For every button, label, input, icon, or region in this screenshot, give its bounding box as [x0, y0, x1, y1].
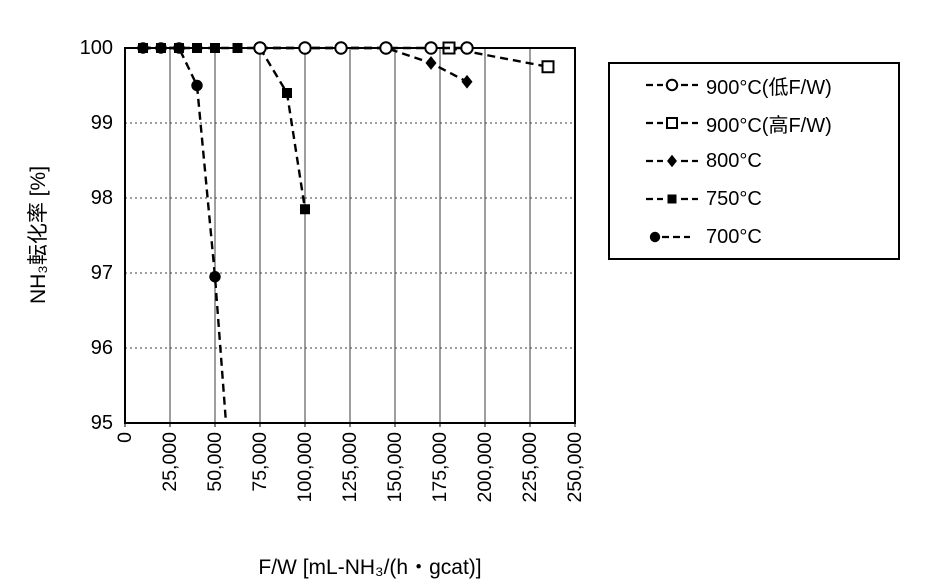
y-tick-labels: 95 96 97 98 99 100	[80, 37, 113, 434]
x-tick-label: 100,000	[294, 432, 316, 503]
legend-item-900c-low-fw: 900°C(低F/W)	[610, 66, 898, 104]
x-tick-label: 25,000	[159, 432, 181, 492]
series-marker-circle-open	[379, 41, 393, 55]
series-marker-square-filled	[667, 194, 677, 204]
x-tick-label: 175,000	[429, 432, 451, 503]
series-marker-circle-filled	[649, 231, 661, 243]
y-tick-label: 96	[91, 337, 113, 359]
series-700c	[137, 42, 228, 423]
legend-label: 800°C	[706, 149, 762, 172]
legend-swatch-square-open-icon	[646, 117, 698, 129]
legend-item-750c: 750°C	[610, 180, 898, 218]
series-marker-circle-open	[460, 41, 474, 55]
series-marker-circle-open	[665, 78, 679, 92]
series-900c-low-fw	[253, 41, 474, 55]
series-750c	[138, 43, 310, 215]
legend-label: 750°C	[706, 187, 762, 210]
series-marker-diamond-filled	[461, 74, 473, 89]
y-tick-label: 100	[80, 37, 113, 59]
x-axis-ticks	[124, 423, 576, 427]
x-tick-label: 150,000	[384, 432, 406, 503]
series-marker-circle-open	[334, 41, 348, 55]
legend-swatch-diamond-filled-icon	[646, 154, 698, 168]
y-tick-label: 99	[91, 112, 113, 134]
series-marker-circle-filled	[209, 271, 221, 283]
legend: 900°C(低F/W) 900°C(高F/W) 800°C 750°C 700°C	[608, 62, 900, 260]
series-marker-circle-filled	[191, 79, 203, 92]
legend-swatch-square-filled-icon	[646, 194, 698, 204]
x-tick-label: 250,000	[564, 432, 586, 503]
series-marker-square-filled	[210, 43, 220, 53]
series-marker-square-filled	[282, 88, 292, 98]
legend-item-900c-high-fw: 900°C(高F/W)	[610, 104, 898, 142]
series-marker-circle-filled	[155, 42, 167, 54]
x-tick-label: 200,000	[474, 432, 496, 503]
series-marker-circle-open	[298, 41, 312, 55]
series-marker-square-open	[666, 117, 678, 129]
series-marker-square-open	[541, 60, 555, 74]
y-axis-title: NH₃転化率 [%]	[27, 165, 50, 305]
legend-label: 700°C	[706, 225, 762, 248]
x-tick-label: 75,000	[249, 432, 271, 492]
series-marker-diamond-filled	[425, 56, 437, 70]
x-tick-label: 125,000	[339, 432, 361, 503]
series-line-800c	[260, 46, 468, 83]
series-marker-square-filled	[192, 43, 202, 53]
series-marker-circle-filled	[173, 42, 185, 54]
series-line-750c	[143, 46, 307, 210]
y-tick-label: 97	[91, 262, 113, 284]
gridlines	[125, 48, 575, 423]
x-tick-labels: 0 25,000 50,000 75,000 100,000 125,000 150,000…	[114, 432, 586, 503]
x-tick-label: 50,000	[204, 432, 226, 492]
y-tick-label: 95	[91, 412, 113, 434]
series-marker-circle-open	[253, 41, 267, 55]
legend-swatch-circle-filled-icon	[649, 231, 690, 243]
legend-swatch-circle-open-icon	[646, 78, 698, 92]
legend-label: 900°C(高F/W)	[706, 114, 832, 137]
x-tick-label: 0	[114, 432, 136, 443]
series-marker-circle-open	[424, 41, 438, 55]
series-marker-square-filled	[232, 43, 243, 53]
x-tick-label: 225,000	[519, 432, 541, 503]
legend-label: 900°C(低F/W)	[706, 76, 832, 99]
series-line-700c	[143, 46, 228, 423]
y-tick-label: 98	[91, 187, 113, 209]
series-marker-circle-filled	[137, 42, 149, 54]
series-marker-square-filled	[300, 204, 310, 215]
series-marker-diamond-filled	[667, 154, 677, 168]
x-axis-title: F/W [mL-NH₃/(h・gcat)]	[258, 556, 482, 579]
legend-item-700c: 700°C	[610, 218, 898, 256]
legend-item-800c: 800°C	[610, 142, 898, 180]
